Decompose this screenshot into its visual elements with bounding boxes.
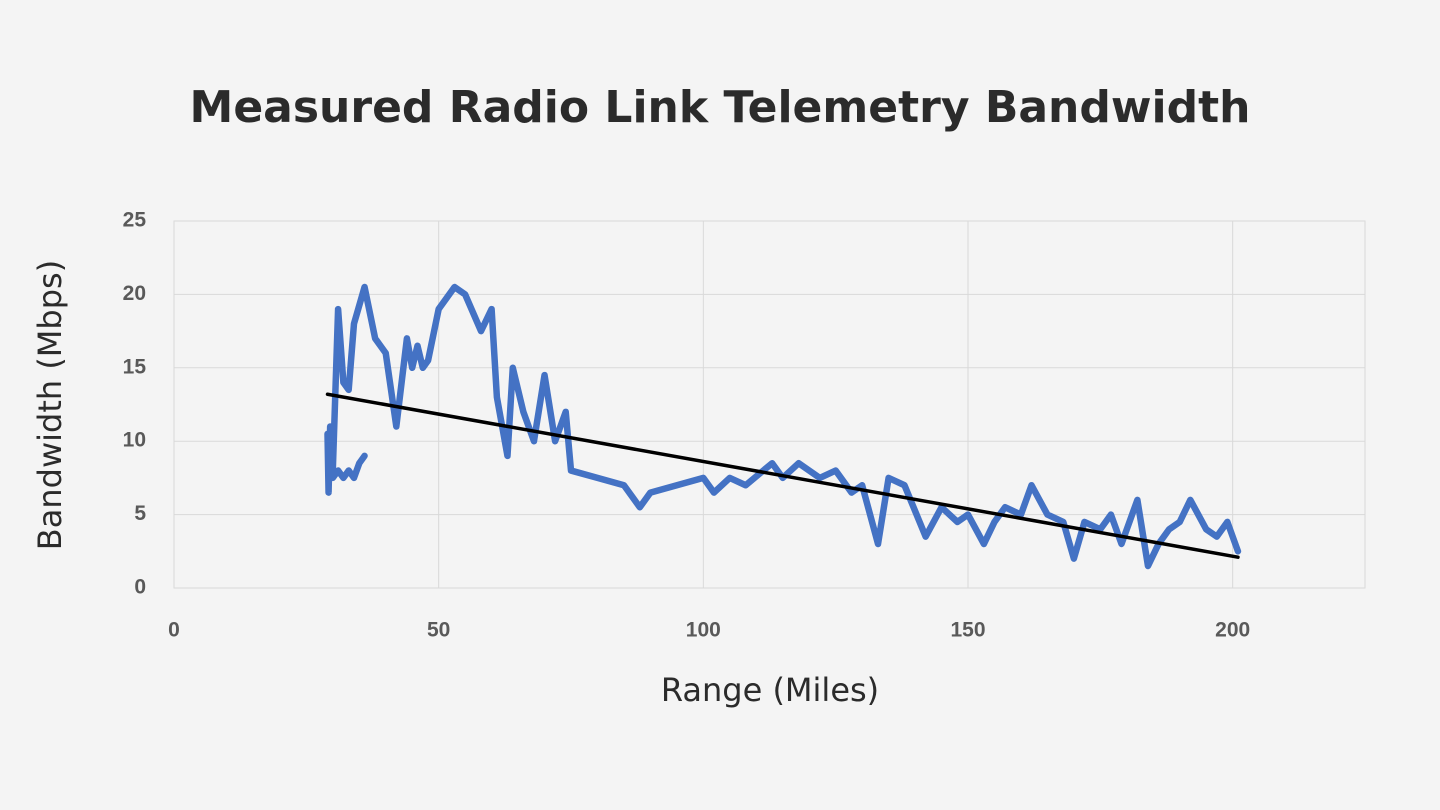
y-tick-label: 0: [134, 576, 146, 599]
y-tick-label: 5: [134, 502, 146, 525]
data-line: [325, 392, 1240, 559]
y-axis-label: Bandwidth (Mbps): [31, 260, 69, 550]
chart-title: Measured Radio Link Telemetry Bandwidth: [190, 82, 1251, 133]
data-line: [324, 423, 368, 496]
y-tick-label: 20: [123, 282, 146, 305]
x-tick-label: 0: [168, 619, 180, 642]
data-line: [329, 283, 1242, 570]
x-tick-label: 200: [1215, 619, 1250, 642]
x-tick-label: 150: [950, 619, 985, 642]
x-axis-label: Range (Miles): [661, 671, 879, 709]
x-tick-label: 100: [686, 619, 721, 642]
x-tick-label: 50: [427, 619, 450, 642]
y-tick-label: 25: [123, 209, 147, 232]
y-tick-label: 10: [123, 429, 146, 452]
y-tick-label: 15: [123, 355, 147, 378]
